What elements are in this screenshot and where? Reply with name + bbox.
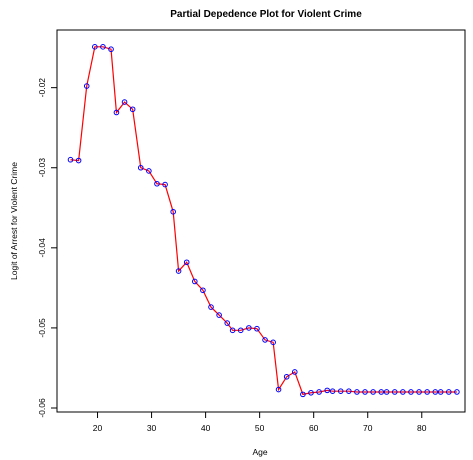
data-point <box>324 387 330 394</box>
data-point <box>175 268 182 274</box>
data-point <box>216 312 222 318</box>
data-point <box>424 389 430 395</box>
data-point <box>316 389 322 395</box>
data-point <box>370 389 376 395</box>
data-point <box>192 278 198 285</box>
data-point <box>137 164 144 171</box>
data-point <box>437 389 444 395</box>
data-point <box>445 389 452 395</box>
data-point <box>113 109 120 116</box>
data-point <box>83 83 90 89</box>
data-point <box>75 157 82 164</box>
data-point <box>146 168 152 174</box>
data-point <box>308 389 314 396</box>
data-point <box>100 44 106 50</box>
series-layer <box>67 44 460 398</box>
y-tick-label: -0.05 <box>37 318 47 338</box>
x-tick-label: 50 <box>255 423 265 433</box>
data-point <box>346 388 352 394</box>
data-point <box>383 389 390 395</box>
data-point <box>300 391 306 398</box>
data-point <box>246 325 252 331</box>
data-point <box>129 106 136 113</box>
y-tick-label: -0.06 <box>37 398 47 418</box>
data-point <box>170 208 176 215</box>
data-point <box>224 320 231 326</box>
y-axis: -0.06 -0.05 -0.04 -0.03 -0.02 <box>37 78 57 418</box>
x-tick-label: 60 <box>309 423 319 433</box>
y-tick-label: -0.03 <box>37 158 47 178</box>
data-point <box>121 99 128 105</box>
data-point <box>391 389 398 395</box>
x-tick-label: 20 <box>93 423 103 433</box>
data-point <box>454 389 460 395</box>
data-point <box>354 389 360 395</box>
data-point <box>432 389 439 395</box>
x-tick-label: 70 <box>363 423 373 433</box>
y-tick-label: -0.04 <box>37 238 47 258</box>
data-point <box>291 369 298 375</box>
data-point <box>200 287 206 294</box>
data-point <box>237 327 244 334</box>
data-point <box>416 389 422 395</box>
data-point <box>262 337 268 343</box>
data-point <box>208 304 214 310</box>
data-point <box>108 46 114 53</box>
x-tick-label: 80 <box>417 423 427 433</box>
data-point <box>408 389 414 395</box>
data-point <box>183 259 190 266</box>
x-tick-label: 30 <box>147 423 157 433</box>
data-point <box>283 373 290 380</box>
y-axis-label: Logit of Arrest for Violent Crime <box>9 162 19 280</box>
data-point <box>162 181 168 188</box>
data-point <box>378 389 385 395</box>
data-point <box>329 388 336 394</box>
data-point <box>362 389 368 395</box>
data-point <box>154 180 160 187</box>
chart-title: Partial Depedence Plot for Violent Crime <box>170 9 362 20</box>
data-point <box>92 44 98 50</box>
data-point <box>337 388 344 394</box>
data-point <box>67 156 74 163</box>
plot-area-frame <box>56 29 466 413</box>
data-point <box>270 339 276 346</box>
data-point <box>275 386 282 393</box>
x-tick-label: 40 <box>201 423 211 433</box>
x-axis-label: Age <box>252 447 267 457</box>
data-point <box>400 389 406 395</box>
x-axis: 20 30 40 50 60 70 80 <box>93 412 427 433</box>
data-point <box>254 325 260 332</box>
y-tick-label: -0.02 <box>37 78 47 98</box>
data-point <box>229 327 236 334</box>
